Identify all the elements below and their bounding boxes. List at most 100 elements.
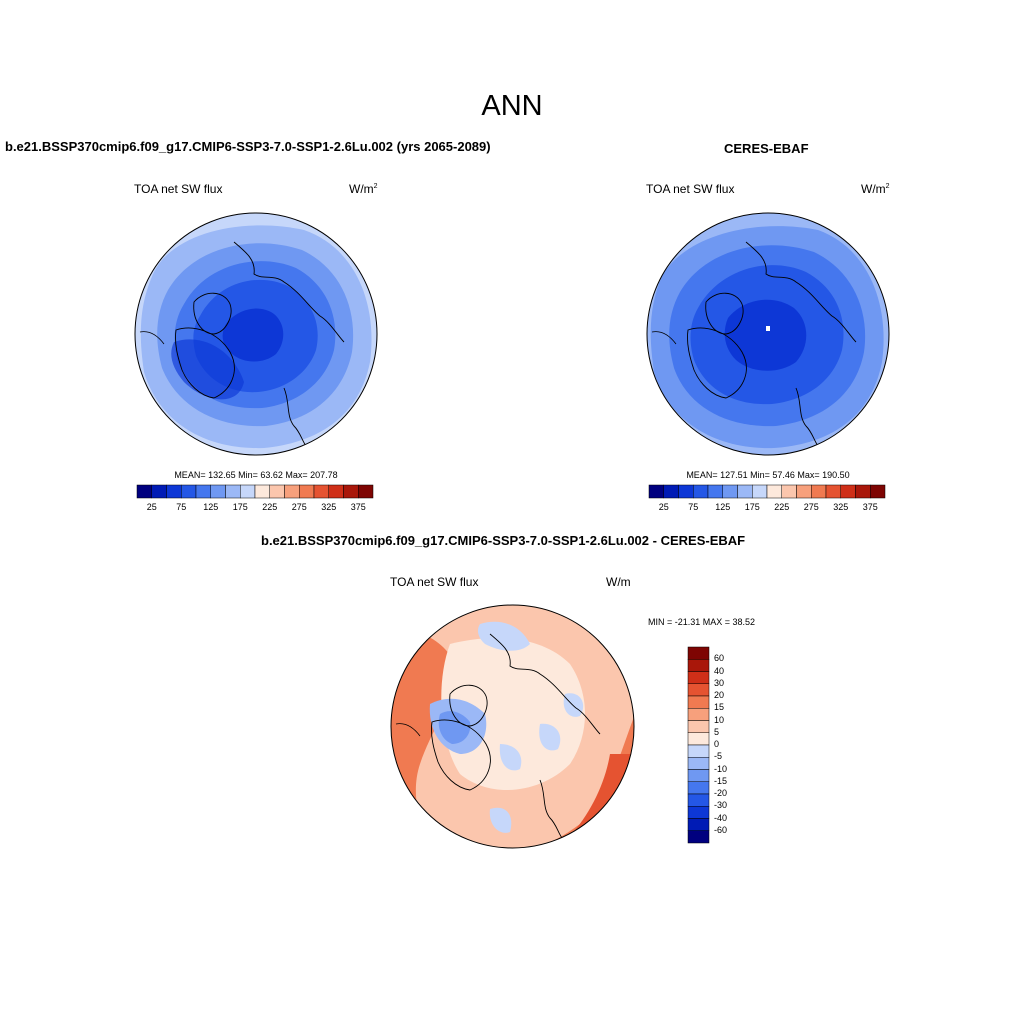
panel3-polar-map	[390, 604, 635, 849]
panel2-colorbar-swatch	[693, 484, 709, 499]
panel3-colorbar-tick-label: 5	[714, 726, 720, 737]
panel3-colorbar-swatch	[687, 793, 710, 807]
panel3-colorbar-swatch	[687, 708, 710, 721]
panel3-colorbar-tick-label: 20	[714, 690, 725, 700]
panel3-colorbar-tick-label: -30	[714, 800, 728, 811]
panel1-units-label: W/m2	[349, 182, 378, 196]
panel2-colorbar-swatch	[796, 484, 812, 499]
panel3-colorbar-tick-label: 40	[714, 665, 725, 676]
panel2-colorbar-swatch	[811, 484, 827, 499]
panel1-colorbar-swatch	[136, 484, 152, 499]
panel2-colorbar-swatch	[825, 484, 841, 499]
panel1-colorbar-swatch	[313, 484, 329, 499]
panel1-colorbar-swatch	[151, 484, 167, 499]
panel1-colorbar-swatch	[358, 484, 374, 499]
panel2-colorbar-tick-label: 125	[715, 502, 731, 512]
panel3-units-label: W/m	[606, 575, 631, 589]
panel1-colorbar-tick-label: 225	[262, 502, 278, 512]
panel1-colorbar-swatch	[284, 484, 300, 499]
panel3-variable-label: TOA net SW flux	[390, 575, 479, 589]
panel1-variable-label: TOA net SW flux	[134, 182, 223, 196]
panel3-colorbar-swatch	[687, 695, 710, 709]
panel1-colorbar-swatch	[240, 484, 256, 499]
figure-title: ANN	[481, 90, 543, 122]
panel3-colorbar-swatch	[687, 830, 710, 844]
panel1-colorbar	[136, 484, 374, 499]
panel3-colorbar-tick-label: 15	[714, 702, 725, 713]
panel1-colorbar-swatch	[343, 484, 359, 499]
panel1-colorbar-tick-label: 125	[203, 502, 219, 512]
panel3-colorbar-swatch	[687, 818, 710, 831]
panel2-variable-label: TOA net SW flux	[646, 182, 735, 196]
panel3-colorbar-tick-label: 10	[714, 714, 725, 725]
panel3-colorbar-swatch	[687, 757, 710, 770]
panel3-colorbar-swatch	[687, 744, 710, 758]
panel2-colorbar-swatch	[766, 484, 782, 499]
panel3-colorbar-swatch	[687, 769, 710, 782]
panel3-colorbar-swatch	[687, 806, 710, 819]
panel1-case-title: b.e21.BSSP370cmip6.f09_g17.CMIP6-SSP3-7.…	[5, 139, 491, 154]
panel3-colorbar-tick-label: -40	[714, 812, 728, 823]
panel1-colorbar-tick-label: 25	[146, 502, 157, 512]
panel1-colorbar-swatch	[195, 484, 211, 499]
panel3-colorbar-tick-label: -20	[714, 788, 728, 798]
panel2-colorbar-tick-label: 25	[658, 502, 669, 512]
panel1-colorbar-swatch	[210, 484, 226, 499]
panel1-units-base: W/m	[349, 182, 374, 196]
panel1-colorbar-swatch	[181, 484, 197, 499]
panel2-case-title: CERES-EBAF	[724, 141, 809, 156]
panel1-colorbar-tick-label: 325	[321, 502, 337, 512]
panel3-colorbar-tick-label: -15	[714, 775, 728, 786]
panel3-colorbar	[687, 646, 710, 844]
panel2-colorbar-swatch	[707, 484, 723, 499]
panel2-polar-map	[646, 212, 890, 456]
panel1-colorbar-tick-label: 175	[232, 502, 248, 512]
panel3-minmax: MIN = -21.31 MAX = 38.52	[648, 617, 756, 627]
panel1-colorbar-swatch	[299, 484, 315, 499]
panel2-colorbar-swatch	[781, 484, 797, 499]
panel3-colorbar-swatch	[687, 781, 710, 795]
panel2-colorbar-swatch	[752, 484, 768, 499]
panel2-colorbar-swatch	[855, 484, 871, 499]
panel3-colorbar-swatch	[687, 646, 710, 660]
panel2-colorbar-tick-label: 275	[803, 502, 819, 512]
panel2-colorbar	[648, 484, 886, 499]
panel1-polar-map	[134, 212, 378, 456]
panel3-colorbar-tick-label: 0	[714, 739, 720, 749]
panel1-colorbar-tick-label: 375	[350, 502, 366, 512]
panel3-colorbar-swatch	[687, 671, 710, 684]
panel3-colorbar-tick-label: 30	[714, 677, 725, 688]
panel2-colorbar-swatch	[648, 484, 664, 499]
panel2-colorbar-swatch	[870, 484, 886, 499]
panel1-units-exp: 2	[373, 183, 378, 190]
panel1-colorbar-swatch	[269, 484, 285, 499]
panel3-colorbar-tick-label: -5	[714, 751, 723, 762]
panel3-colorbar-tick-label: 60	[714, 653, 725, 664]
panel2-colorbar-tick-label: 375	[862, 502, 878, 512]
panel2-colorbar-tick-label: 325	[833, 502, 849, 512]
panel1-colorbar-swatch	[225, 484, 241, 499]
panel2-units-exp: 2	[885, 183, 890, 190]
panel1-colorbar-tick-label: 275	[291, 502, 307, 512]
panel3-colorbar-tick-label: -60	[714, 824, 728, 835]
panel3-colorbar-swatch	[687, 683, 710, 697]
panel1-colorbar-swatch	[166, 484, 182, 499]
panel2-colorbar-swatch	[737, 484, 753, 499]
panel1-colorbar-swatch	[328, 484, 344, 499]
panel2-units-label: W/m2	[861, 182, 890, 196]
panel2-colorbar-swatch	[663, 484, 679, 499]
panel2-units-base: W/m	[861, 182, 886, 196]
panel2-colorbar-swatch	[722, 484, 738, 499]
panel2-colorbar-tick-label: 75	[688, 502, 699, 512]
panel3-colorbar-swatch	[687, 659, 710, 672]
panel1-colorbar-swatch	[254, 484, 270, 499]
panel3-colorbar-tick-label: -10	[714, 763, 728, 774]
panel1-colorbar-tick-label: 75	[176, 502, 187, 512]
panel3-colorbar-swatch	[687, 732, 710, 746]
panel3-colorbar-swatch	[687, 720, 710, 733]
panel2-colorbar-tick-label: 175	[744, 502, 760, 512]
panel2-colorbar-tick-label: 225	[774, 502, 790, 512]
panel2-colorbar-swatch	[840, 484, 856, 499]
panel1-stats: MEAN= 132.65 Min= 63.62 Max= 207.78	[174, 470, 338, 480]
panel3-case-title: b.e21.BSSP370cmip6.f09_g17.CMIP6-SSP3-7.…	[261, 533, 746, 548]
